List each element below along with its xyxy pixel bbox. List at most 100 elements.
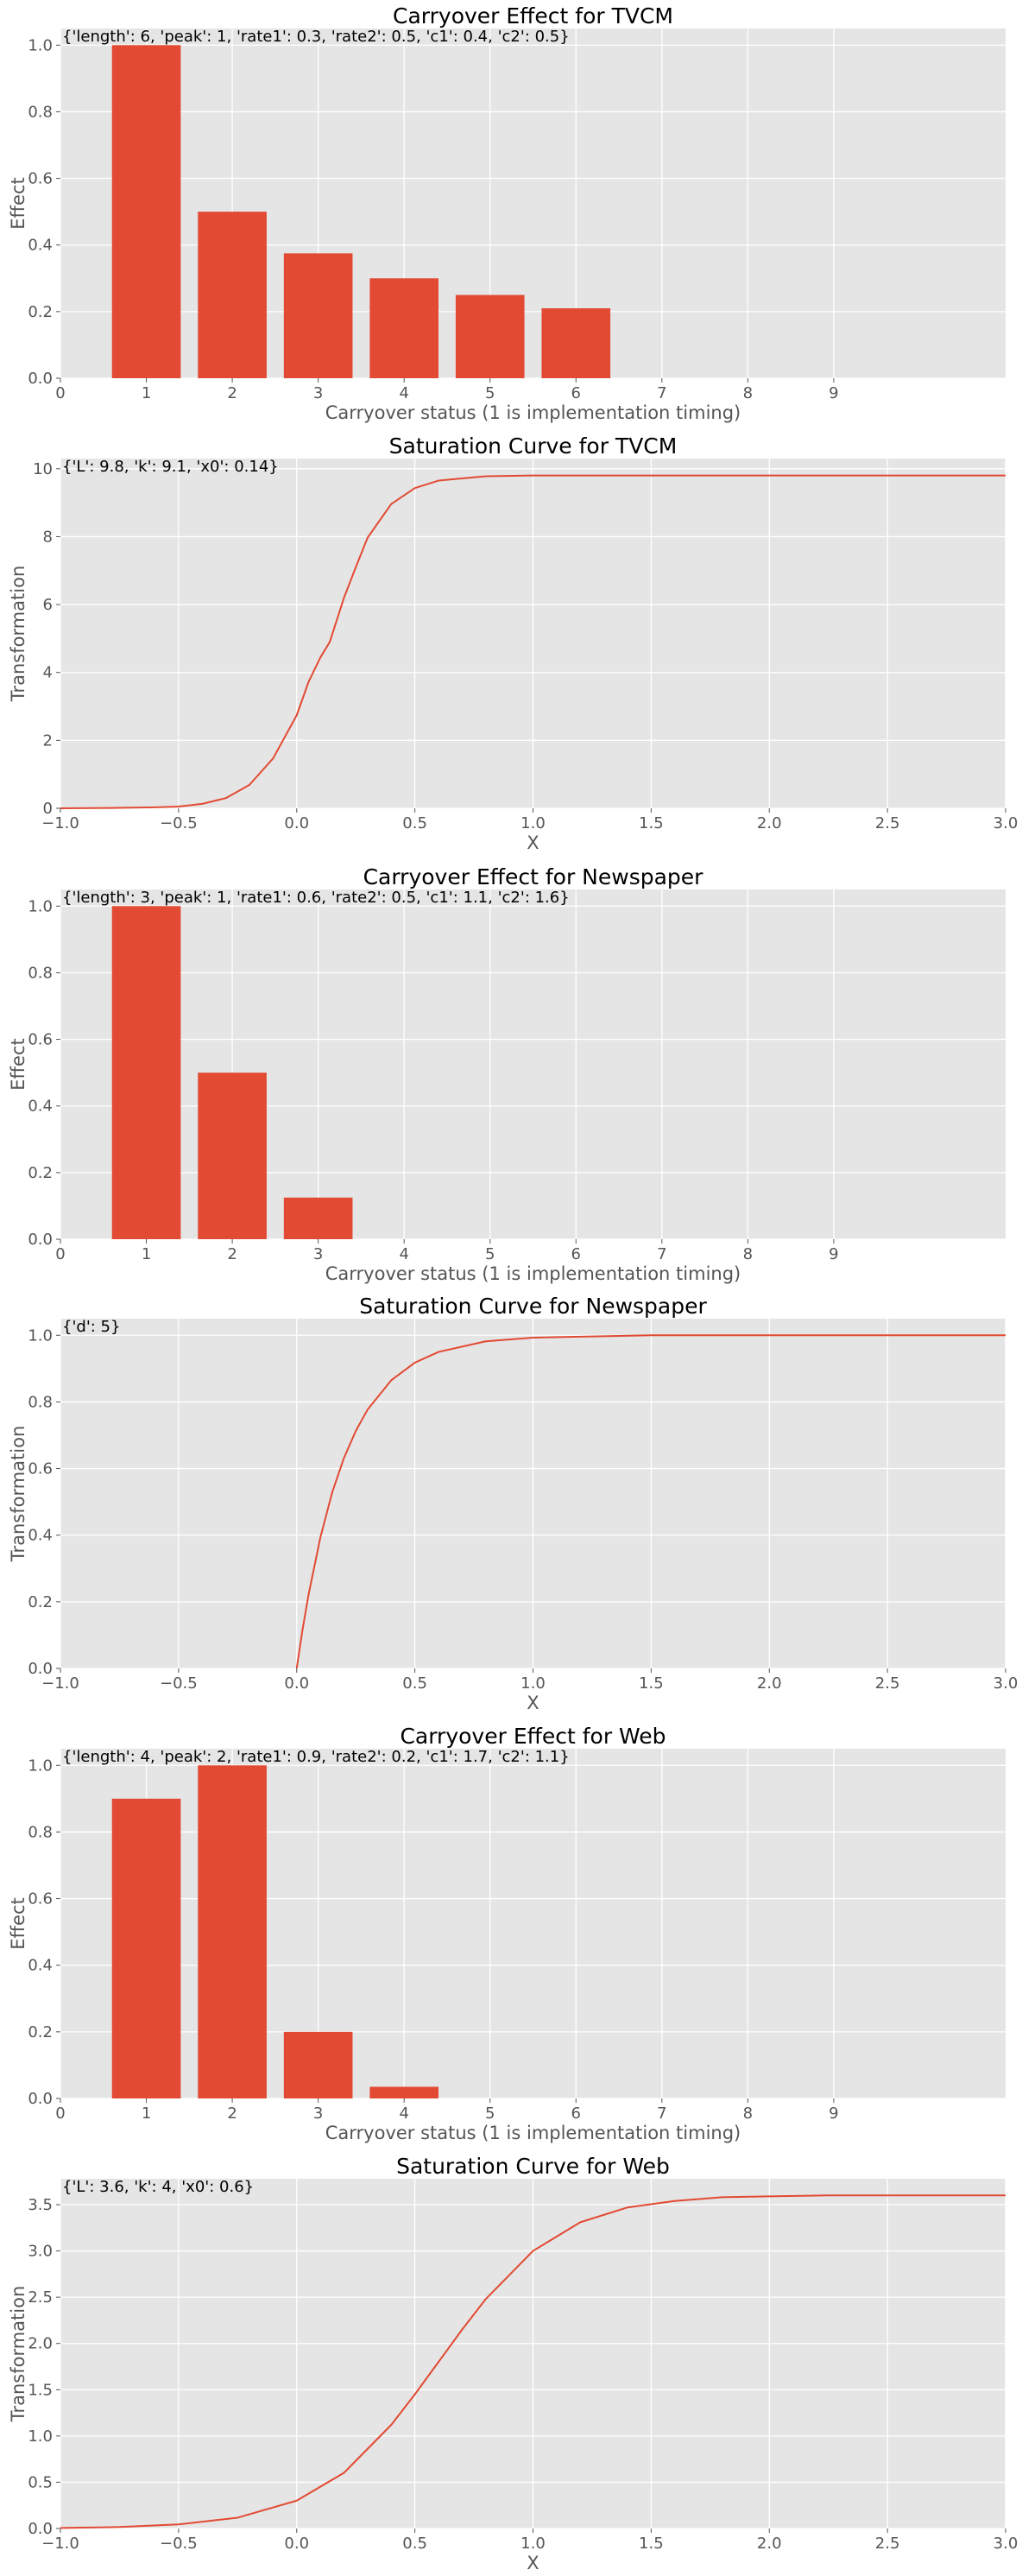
x-tick-label: 8 [743,2104,753,2123]
y-tick-label: 0.2 [28,1164,53,1182]
bar [198,212,267,378]
bar [455,294,525,378]
x-tick-label: 7 [657,2104,666,2123]
bar [111,45,181,379]
chart-panel-4: −1.0 −0.5 0.0 0.5 1.0 1.5 2.0 2.5 3.0 0.0 0.2 0.4 0.… [8,1294,1018,1713]
x-tick-label: 8 [743,1245,753,1263]
y-axis-label: Transformation [8,2286,28,2423]
y-tick-label: 2.5 [28,2288,53,2307]
params-annotation: {'length': 3, 'peak': 1, 'rate1': 0.6, '… [62,889,570,907]
x-tick-label: 1 [142,1245,151,1263]
y-tick-label: 8 [43,528,53,546]
x-tick-label: 3.0 [994,1674,1019,1693]
x-tick-label: 8 [743,384,753,402]
y-tick-label: 1.5 [28,2381,53,2399]
x-tick-label: 2 [227,384,237,402]
x-tick-label: −1.0 [41,2535,79,2553]
y-tick-label: 10 [33,460,53,478]
x-tick-label: 3 [313,1245,323,1263]
x-tick-label: 0 [55,384,65,402]
x-tick-label: 3 [313,2104,323,2123]
y-tick-label: 1.0 [28,36,53,54]
y-tick-label: 3.0 [28,2243,53,2261]
x-tick-label: −1.0 [41,814,79,832]
chart-panel-5: 0 1 2 3 4 5 6 7 8 9 0.0 0.2 0.4 0.6 0.8 1.0 Carryover Ef… [8,1724,1006,2143]
x-tick-label: 4 [399,1245,408,1263]
bar [111,1798,181,2098]
x-tick-label: 1.5 [639,2535,664,2553]
chart-title: Saturation Curve for TVCM [389,434,678,459]
y-tick-label: 0.2 [28,1593,53,1611]
x-tick-label: 1 [142,2104,151,2123]
y-tick-label: 0.0 [28,1231,53,1249]
x-tick-label: 2.5 [875,814,900,832]
bar [369,2086,438,2098]
x-tick-label: 0.5 [402,814,427,832]
chart-panel-1: 0 1 2 3 4 5 6 7 8 9 0.0 0.2 0.4 0.6 0.8 1.0 Carryover Ef… [8,3,1006,423]
x-tick-label: 5 [485,1245,495,1263]
bar [283,253,353,378]
x-tick-label: 2 [227,2104,237,2123]
params-annotation: {'L': 9.8, 'k': 9.1, 'x0': 0.14} [62,458,279,476]
y-axis-label: Transformation [8,1426,28,1563]
x-tick-label: 1.5 [639,814,664,832]
x-tick-label: 2.0 [757,1674,782,1693]
x-tick-label: 1.0 [520,2535,546,2553]
x-tick-label: 2.5 [875,1674,900,1693]
y-tick-label: 0.2 [28,303,53,321]
y-tick-label: 1.0 [28,1326,53,1345]
x-tick-label: 0.0 [284,2535,309,2553]
x-tick-label: 2.0 [757,2535,782,2553]
bar [198,1765,267,2098]
chart-panel-2: −1.0 −0.5 0.0 0.5 1.0 1.5 2.0 2.5 3.0 0 2 4 6 8 10 Satu… [8,434,1018,853]
y-tick-label: 1.0 [28,897,53,915]
bar [369,278,438,378]
x-tick-label: −0.5 [160,814,198,832]
x-tick-label: 3.0 [994,2535,1019,2553]
y-axis-label: Effect [8,1038,28,1090]
y-axis-label: Effect [8,1897,28,1949]
x-tick-label: 6 [571,384,581,402]
x-tick-label: 6 [571,2104,581,2123]
y-tick-label: 0.0 [28,370,53,388]
y-tick-label: 0.0 [28,2090,53,2108]
x-tick-label: 5 [485,384,495,402]
bar [283,1197,353,1239]
x-tick-label: 9 [829,2104,838,2123]
y-tick-label: 2.0 [28,2335,53,2353]
y-tick-label: 0.8 [28,964,53,982]
y-tick-label: 0.5 [28,2473,53,2491]
x-axis-label: X [527,832,539,853]
y-tick-label: 0.4 [28,1098,53,1116]
y-tick-label: 0.2 [28,2023,53,2041]
params-annotation: {'L': 3.6, 'k': 4, 'x0': 0.6} [62,2178,254,2196]
y-tick-label: 0.6 [28,1031,53,1049]
y-tick-label: 3.5 [28,2196,53,2214]
x-tick-label: 9 [829,384,838,402]
chart-title: Carryover Effect for TVCM [393,3,673,28]
y-axis-label: Transformation [8,566,28,703]
chart-title: Carryover Effect for Web [400,1724,666,1749]
y-tick-label: 0.4 [28,237,53,255]
series-line [60,474,1006,809]
x-tick-label: 1.0 [520,1674,546,1693]
bar [198,1073,267,1239]
params-annotation: {'d': 5} [62,1318,120,1336]
x-tick-label: 4 [399,384,408,402]
y-tick-label: 0.4 [28,1957,53,1975]
y-tick-label: 1.0 [28,1756,53,1775]
x-tick-label: 0.0 [284,1674,309,1693]
x-tick-label: 0.5 [402,1674,427,1693]
x-tick-label: 0.5 [402,2535,427,2553]
x-tick-label: 2.5 [875,2535,900,2553]
chart-panel-6: −1.0 −0.5 0.0 0.5 1.0 1.5 2.0 2.5 3.0 0.0 0.5 1.0 1.… [8,2154,1018,2573]
x-tick-label: 6 [571,1245,581,1263]
y-tick-label: 0.6 [28,170,53,188]
x-tick-label: 7 [657,1245,666,1263]
y-tick-label: 0.8 [28,1393,53,1411]
x-tick-label: −0.5 [160,2535,198,2553]
series-line [60,2194,1006,2529]
x-axis-label: Carryover status (1 is implementation ti… [325,1263,741,1284]
y-tick-label: 4 [43,664,53,682]
